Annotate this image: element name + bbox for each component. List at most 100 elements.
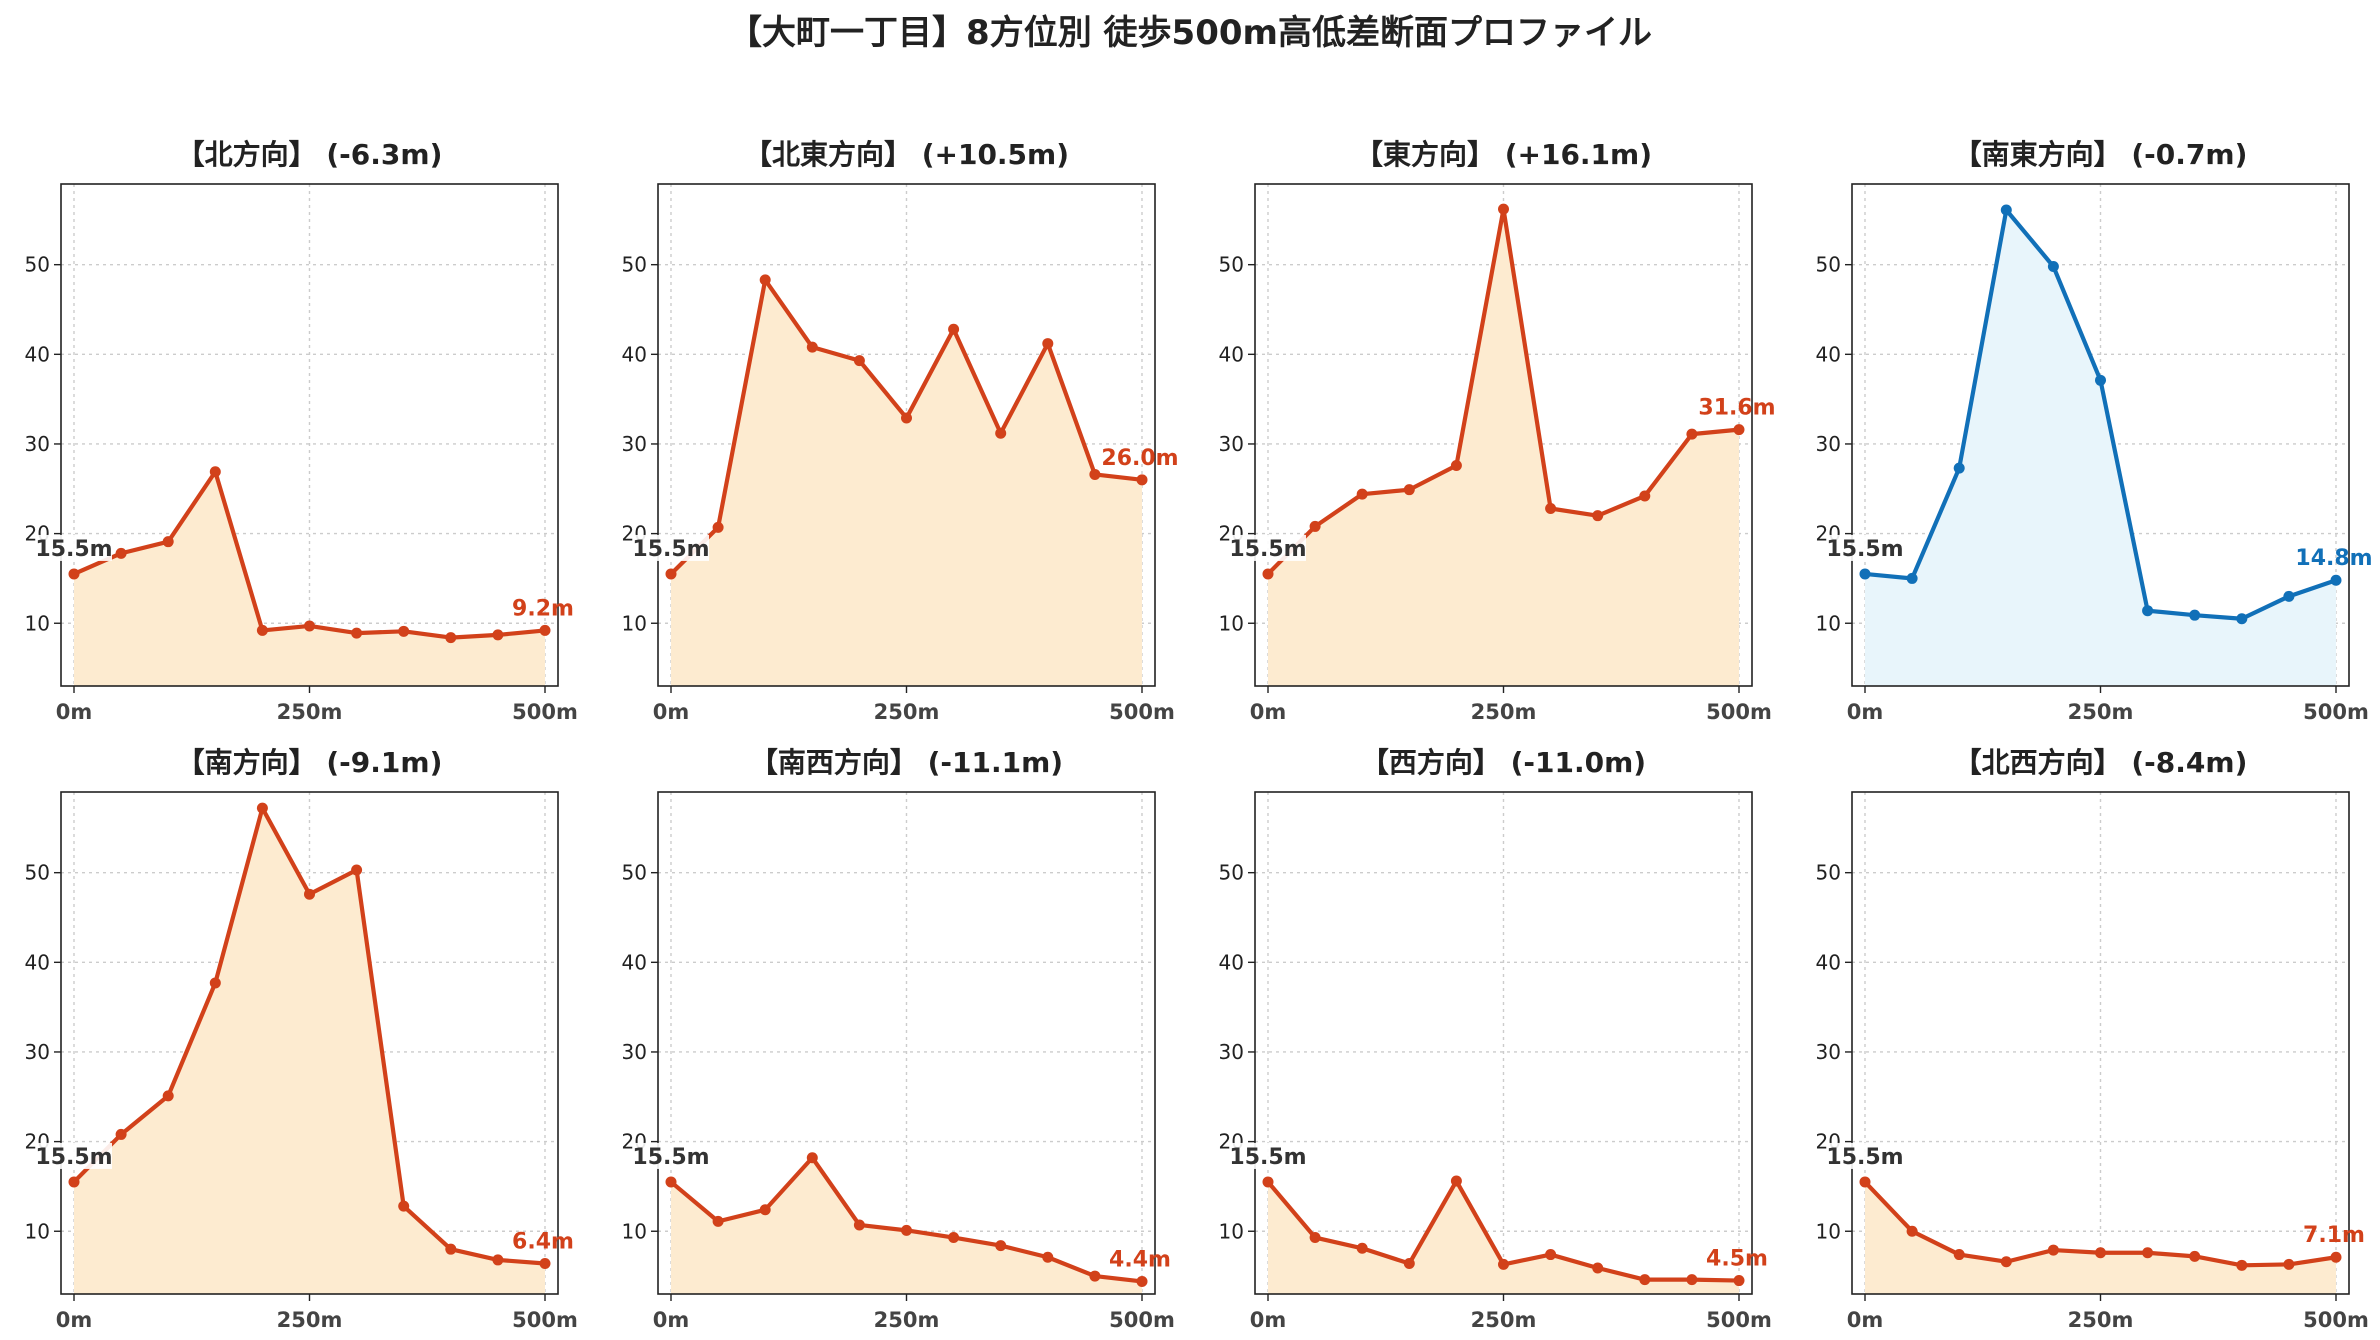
y-tick-label: 30 [1816,432,1841,456]
y-tick-label: 10 [25,611,50,635]
data-point [853,1219,865,1231]
data-point [1859,568,1871,580]
x-tick-label: 250m [277,700,343,724]
data-point [539,624,551,636]
data-point [2000,1256,2012,1268]
panel-title: 【南西方向】 (-11.1m) [750,746,1063,779]
start-label-bg [1230,1142,1306,1169]
y-tick-label: 40 [25,950,50,974]
y-tick-label: 30 [622,1040,647,1064]
data-point [1136,1275,1148,1287]
data-point [2283,1258,2295,1270]
data-point [1450,1175,1462,1187]
data-point [1639,1274,1651,1286]
data-point [2283,590,2295,602]
data-point [1592,1262,1604,1274]
data-point [162,536,174,548]
start-elevation-label: 15.5m [35,537,112,562]
data-point [492,629,504,641]
data-point [1686,1274,1698,1286]
start-elevation-label: 15.5m [1229,1145,1306,1170]
data-point [2095,1247,2106,1259]
data-point [1356,1242,1368,1254]
start-label-bg [1827,1142,1903,1169]
data-point [1498,1258,1509,1270]
y-tick-label: 10 [1816,1219,1841,1243]
data-point [806,1152,818,1164]
end-elevation-label: 31.6m [1698,396,1775,421]
x-tick-label: 0m [653,1308,690,1332]
y-tick-label: 10 [1816,611,1841,635]
x-tick-label: 0m [56,700,93,724]
panel-title: 【南方向】 (-9.1m) [177,746,443,779]
data-point [995,1240,1007,1252]
data-point [68,1176,80,1188]
x-tick-label: 500m [512,700,578,724]
data-point [759,274,771,286]
start-label-bg [36,534,112,561]
data-point [2000,204,2012,216]
start-elevation-label: 15.5m [1826,537,1903,562]
data-point [1089,1270,1101,1282]
data-point [995,427,1007,439]
data-point [1262,1176,1274,1188]
data-point [539,1258,551,1270]
start-elevation-label: 15.5m [1826,1145,1903,1170]
area-fill [1865,209,2336,686]
data-point [115,1128,127,1140]
data-point [68,568,80,580]
data-point [256,802,268,814]
data-point [351,627,363,639]
area-fill [671,1157,1142,1294]
y-tick-label: 40 [1816,950,1841,974]
data-point [445,1243,457,1255]
data-point [901,1224,912,1236]
panel-title: 【北方向】 (-6.3m) [177,138,443,171]
y-tick-label: 40 [25,342,50,366]
data-point [398,1200,410,1212]
data-point [2236,1259,2248,1271]
data-point [806,341,818,353]
y-tick-label: 10 [1219,1219,1244,1243]
panel-title: 【東方向】 (+16.1m) [1355,138,1652,171]
area-fill [74,471,545,686]
x-tick-label: 250m [1471,1308,1537,1332]
y-tick-label: 40 [1816,342,1841,366]
y-tick-label: 30 [25,1040,50,1064]
data-point [1089,468,1101,480]
panel-title: 【南東方向】 (-0.7m) [1954,138,2248,171]
data-point [1733,424,1745,436]
y-tick-label: 50 [1219,861,1244,885]
end-elevation-label: 6.4m [512,1230,574,1255]
data-point [1498,203,1509,215]
data-point [853,355,865,367]
end-elevation-label: 9.2m [512,596,574,621]
data-point [1906,572,1918,584]
data-point [1403,1258,1415,1270]
data-point [1042,1251,1054,1263]
x-tick-label: 500m [1706,700,1772,724]
y-tick-label: 30 [1219,1040,1244,1064]
data-point [2142,1247,2154,1259]
data-point [1953,462,1965,474]
data-point [445,632,457,644]
start-elevation-label: 15.5m [632,537,709,562]
data-point [665,568,677,580]
data-point [2047,260,2059,272]
data-point [2095,374,2106,386]
y-tick-label: 10 [1219,611,1244,635]
x-tick-label: 500m [1109,700,1175,724]
end-elevation-label: 14.8m [2295,546,2372,571]
data-point [1639,490,1651,502]
axes-frame [1254,791,1753,1295]
x-tick-label: 0m [1847,700,1884,724]
data-point [2047,1244,2059,1256]
data-point [759,1204,771,1216]
data-point [1592,510,1604,522]
data-point [1309,1232,1321,1244]
x-tick-label: 500m [2303,1308,2369,1332]
